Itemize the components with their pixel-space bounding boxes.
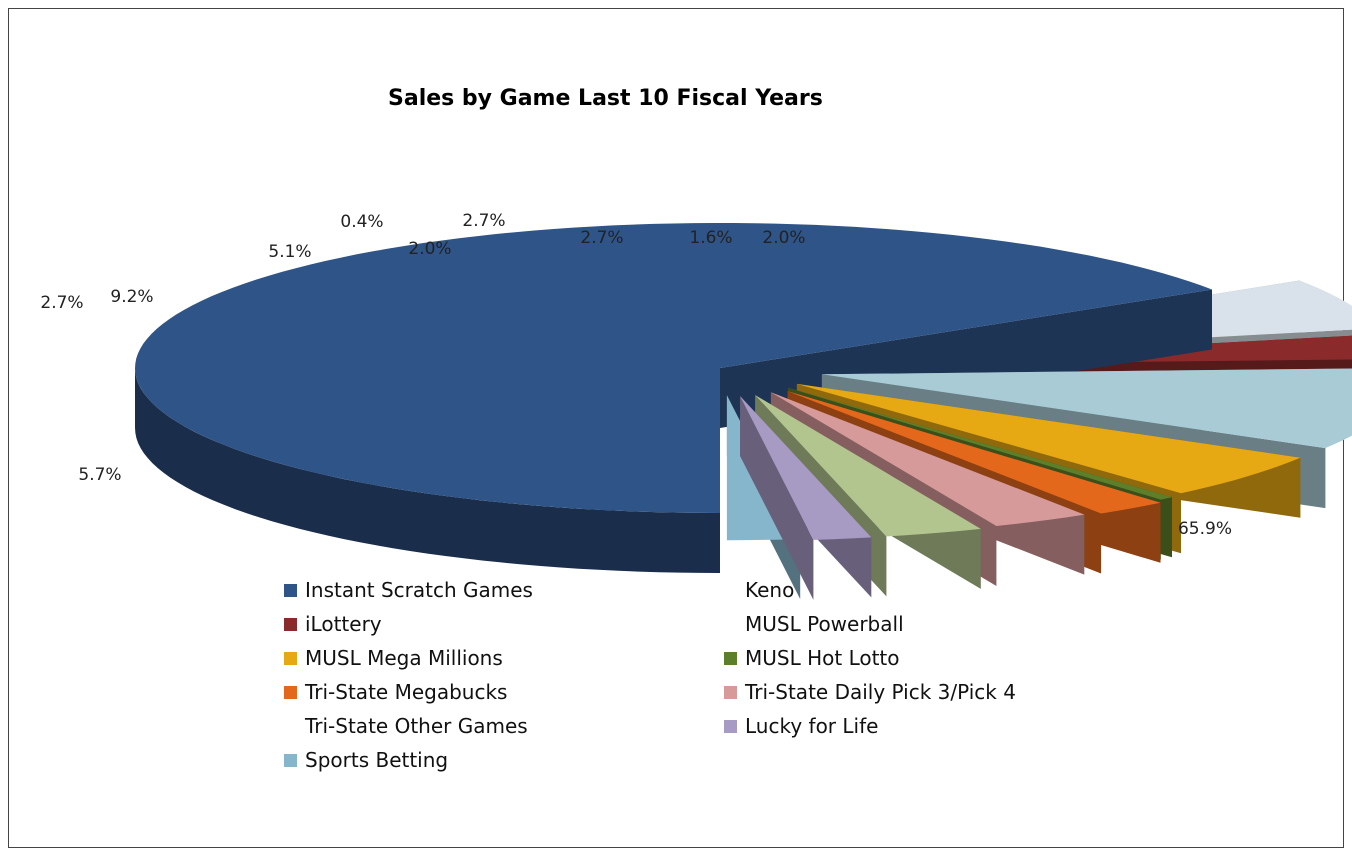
data-label: 2.0%	[762, 228, 805, 248]
legend-swatch	[724, 719, 737, 733]
data-label: 2.7%	[40, 293, 83, 313]
data-label: 9.2%	[110, 287, 153, 307]
legend-item: MUSL Powerball	[724, 608, 1044, 640]
legend-swatch	[284, 583, 297, 597]
data-label: 5.1%	[268, 242, 311, 262]
legend-label: Lucky for Life	[745, 714, 879, 738]
legend-label: Instant Scratch Games	[305, 578, 533, 602]
data-label: 65.9%	[1178, 519, 1232, 539]
legend-item: MUSL Mega Millions	[284, 642, 724, 674]
legend-swatch	[284, 685, 297, 699]
pie-slice-top	[770, 392, 1085, 526]
legend-swatch	[724, 651, 737, 665]
legend-label: MUSL Powerball	[745, 612, 904, 636]
legend-label: MUSL Hot Lotto	[745, 646, 900, 670]
legend-item: Lucky for Life	[724, 710, 1044, 742]
legend-label: Keno	[745, 578, 795, 602]
data-label: 2.7%	[462, 211, 505, 231]
pie-slice-top	[740, 396, 872, 540]
pie-slice-top	[821, 368, 1352, 449]
legend-swatch	[724, 618, 737, 631]
legend-item: Tri-State Other Games	[284, 710, 724, 742]
legend-item: Keno	[724, 574, 1044, 606]
legend-item: Tri-State Megabucks	[284, 676, 724, 708]
legend-label: Tri-State Daily Pick 3/Pick 4	[745, 680, 1016, 704]
data-label: 5.7%	[78, 465, 121, 485]
legend-label: MUSL Mega Millions	[305, 646, 503, 670]
legend-swatch	[284, 651, 297, 665]
data-label: 1.6%	[689, 228, 732, 248]
legend-swatch	[284, 720, 297, 733]
pie-slice-wall	[740, 396, 814, 600]
pie-slice-top	[135, 223, 1212, 513]
legend-swatch	[284, 753, 297, 767]
legend-label: Tri-State Other Games	[305, 714, 528, 738]
legend-item: Tri-State Daily Pick 3/Pick 4	[724, 676, 1044, 708]
pie-slice-top	[755, 395, 981, 537]
legend-label: Sports Betting	[305, 748, 449, 772]
data-label: 2.7%	[580, 228, 623, 248]
legend-item: Sports Betting	[284, 744, 724, 776]
legend-swatch	[724, 584, 737, 597]
data-label: 2.0%	[408, 239, 451, 259]
legend-item: MUSL Hot Lotto	[724, 642, 1044, 674]
pie-slice-outer-wall	[135, 368, 720, 573]
pie-slice-top	[787, 391, 1161, 514]
legend-item: Instant Scratch Games	[284, 574, 724, 606]
legend-label: iLottery	[305, 612, 382, 636]
legend-swatch	[284, 617, 297, 631]
chart-legend: Instant Scratch Games Keno iLottery MUSL Po…	[284, 574, 1044, 776]
legend-item: iLottery	[284, 608, 724, 640]
chart-title: Sales by Game Last 10 Fiscal Years	[388, 86, 823, 111]
pie-slice	[740, 396, 872, 600]
legend-label: Tri-State Megabucks	[305, 680, 508, 704]
legend-swatch	[724, 685, 737, 699]
pie-slice-top	[787, 387, 1172, 500]
pie-slice-top	[796, 383, 1301, 494]
data-label: 0.4%	[340, 212, 383, 232]
